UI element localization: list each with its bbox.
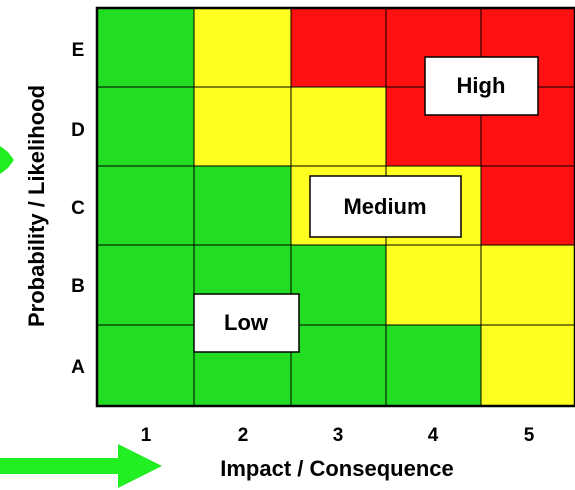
matrix-cell-b4 [385,244,482,326]
matrix-cell-a4 [385,324,482,407]
matrix-cell-c2 [193,165,292,246]
zone-box-low [193,293,300,353]
row-label-d: D [71,120,85,141]
zone-label-low: Low [224,310,269,335]
row-label-a: A [71,357,85,378]
matrix-cell-c1 [96,165,195,246]
row-label-e: E [72,40,85,61]
matrix-cell-e2 [193,7,292,88]
col-label-2: 2 [238,425,249,446]
matrix-cell-b5 [480,244,575,326]
zone-box-medium [309,175,462,238]
y-axis-title: Probability / Likelihood [24,85,49,327]
matrix-cell-c5 [480,165,575,246]
col-label-3: 3 [333,425,344,446]
row-label-b: B [71,276,85,297]
zone-label-medium: Medium [343,194,426,219]
matrix-cell-d1 [96,86,195,167]
matrix-cell-d3 [290,86,387,167]
matrix-cell-e1 [96,7,195,88]
matrix-cell-a3 [290,324,387,407]
zone-box-high [424,56,539,116]
col-label-1: 1 [141,425,152,446]
col-label-4: 4 [428,425,439,446]
x-axis-title: Impact / Consequence [220,456,454,481]
matrix-cell-b3 [290,244,387,326]
matrix-cell-a5 [480,324,575,407]
matrix-cell-d2 [193,86,292,167]
row-label-c: C [71,198,85,219]
y-axis-arrow-icon [0,146,14,174]
matrix-cell-b1 [96,244,195,326]
x-axis-arrow-icon [0,444,162,488]
matrix-cell-e3 [290,7,387,88]
matrix-cell-a1 [96,324,195,407]
matrix-border [95,6,575,408]
zone-label-high: High [457,73,506,98]
col-label-5: 5 [524,425,535,446]
